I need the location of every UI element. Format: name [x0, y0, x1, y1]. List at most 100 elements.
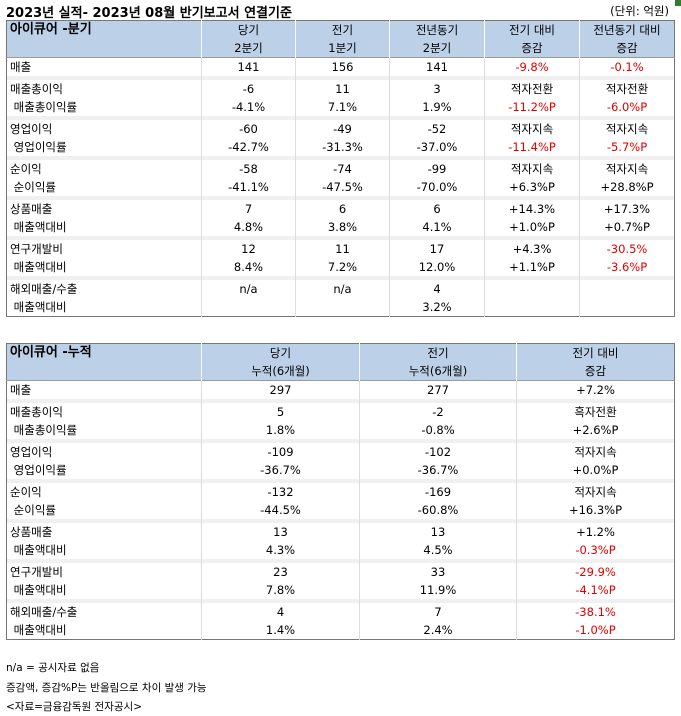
row-label: 연구개발비: [10, 242, 63, 256]
table-cell: +17.3%: [579, 200, 675, 218]
table-cell: -4.1%P: [516, 581, 675, 599]
table-cell: 4.1%: [389, 218, 485, 236]
spacer-cell: [201, 479, 360, 483]
group-spacer-row: [6, 196, 675, 200]
row-label: 영업이익: [10, 445, 53, 459]
table-cell: 적자지속: [484, 120, 580, 138]
table-cell: -11.2%P: [484, 98, 580, 116]
row-label: 매출액대비: [10, 623, 67, 637]
table-cell: [579, 280, 675, 298]
spacer-cell: [6, 276, 202, 280]
spacer-cell: [359, 559, 517, 563]
table-cell: -30.5%: [579, 240, 675, 258]
row-label: 영업이익: [10, 122, 53, 136]
table-cell: [579, 298, 675, 317]
column-subheader: 증감: [484, 39, 580, 58]
spacer-cell: [201, 276, 296, 280]
table-cell: 12: [201, 240, 296, 258]
table-cell: 277: [359, 380, 517, 399]
spacer-cell: [516, 399, 675, 403]
spacer-cell: [579, 196, 675, 200]
table-row: 순이익 -58 -74 -99 적자지속 적자지속: [7, 160, 675, 178]
table-cell: -52: [389, 120, 485, 138]
table-cell: 1.9%: [389, 98, 485, 116]
table-cell: 1.4%: [201, 621, 360, 640]
table-cell: 적자전환: [484, 80, 580, 98]
table-cell: -1.0%P: [516, 621, 675, 640]
group-spacer-row: [6, 76, 675, 80]
table-cell: 7.1%: [295, 98, 390, 116]
table-cell: -9.8%: [484, 57, 580, 76]
column-header: 전기 대비: [516, 343, 675, 362]
table-body: 매출 297 277 +7.2% 매출총이익 5 -2 흑자전환 매출총이익률 1.8% -0.8…: [6, 380, 675, 640]
table-cell: -49: [295, 120, 390, 138]
row-label: 순이익: [10, 162, 42, 176]
row-label: 상품매출: [10, 525, 53, 539]
table-cell: -102: [359, 443, 517, 461]
group-spacer-row: [6, 236, 675, 240]
spacer-cell: [201, 76, 296, 80]
group-spacer-row: [6, 276, 675, 280]
table-body: 매출 141 156 141 -9.8% -0.1% 매출총이익 -6 11 3 적자전환 적자전환 …: [6, 57, 675, 317]
table-row: 매출총이익률 1.8% -0.8% +2.6%P: [7, 421, 675, 439]
spacer-cell: [201, 399, 360, 403]
table-cell: 1.8%: [201, 421, 360, 439]
spacer-cell: [359, 439, 517, 443]
table-cell: -132: [201, 483, 360, 501]
table-cell: 3.2%: [389, 298, 485, 317]
table-corner-label: 아이큐어 -누적: [6, 343, 202, 381]
table-row: 영업이익률 -42.7% -31.3% -37.0% -11.4%P -5.7%P: [7, 138, 675, 156]
table-cell: 156: [295, 57, 390, 76]
table-cell: [484, 280, 580, 298]
spacer-cell: [201, 519, 360, 523]
unit-label: (단위: 억원): [610, 4, 669, 18]
table-cell: 3.8%: [295, 218, 390, 236]
table-cell: -44.5%: [201, 501, 360, 519]
table-cell: -0.3%P: [516, 541, 675, 559]
quarterly-results-table: 아이큐어 -분기 당기 전기 전년동기 전기 대비 전년동기 대비 2분기 1분…: [6, 20, 675, 317]
table-cell: 7: [201, 200, 296, 218]
table-row: 매출총이익 -6 11 3 적자전환 적자전환: [7, 80, 675, 98]
row-label: 매출총이익률: [10, 423, 78, 437]
cumulative-results-table: 아이큐어 -누적 당기 전기 전기 대비 누적(6개월) 누적(6개월) 증감 …: [6, 343, 675, 640]
spacer-cell: [295, 116, 390, 120]
table-cell: 141: [201, 57, 296, 76]
spacer-cell: [6, 479, 202, 483]
table-cell: 7.8%: [201, 581, 360, 599]
table-cell: -47.5%: [295, 178, 390, 196]
row-label: 순이익률: [10, 503, 56, 517]
table-cell: 적자전환: [579, 80, 675, 98]
spacer-cell: [389, 76, 485, 80]
spacer-cell: [6, 116, 202, 120]
column-subheader: 1분기: [295, 39, 390, 58]
table-cell: 적자지속: [579, 160, 675, 178]
spacer-cell: [6, 519, 202, 523]
column-subheader: 누적(6개월): [359, 362, 517, 381]
column-header: 전기: [295, 20, 390, 39]
row-label: 순이익: [10, 485, 42, 499]
column-subheader: 2분기: [201, 39, 296, 58]
table-cell: -99: [389, 160, 485, 178]
spacer-cell: [6, 236, 202, 240]
table-row: 영업이익 -60 -49 -52 적자지속 적자지속: [7, 120, 675, 138]
column-subheader: 증감: [516, 362, 675, 381]
spacer-cell: [359, 599, 517, 603]
spacer-cell: [359, 479, 517, 483]
table-cell: 4: [201, 603, 360, 621]
table-row: 해외매출/수출 4 7 -38.1%: [7, 603, 675, 621]
table-cell: 141: [389, 57, 485, 76]
table-header-row: 아이큐어 -누적 당기 전기 전기 대비: [6, 343, 675, 381]
table-cell: -4.1%: [201, 98, 296, 116]
table-cell: -3.6%P: [579, 258, 675, 276]
row-label: 순이익률: [10, 180, 56, 194]
table-row: 연구개발비 12 11 17 +4.3% -30.5%: [7, 240, 675, 258]
table-cell: -0.1%: [579, 57, 675, 76]
spacer-cell: [295, 236, 390, 240]
corner-marker: [675, 0, 681, 6]
column-subheader: 누적(6개월): [201, 362, 360, 381]
title-bar: 2023년 실적- 2023년 08월 반기보고서 연결기준 (단위: 억원): [0, 0, 681, 21]
row-label: 영업이익률: [10, 463, 67, 477]
spacer-cell: [6, 439, 202, 443]
table-cell: +6.3%P: [484, 178, 580, 196]
table-cell: -38.1%: [516, 603, 675, 621]
